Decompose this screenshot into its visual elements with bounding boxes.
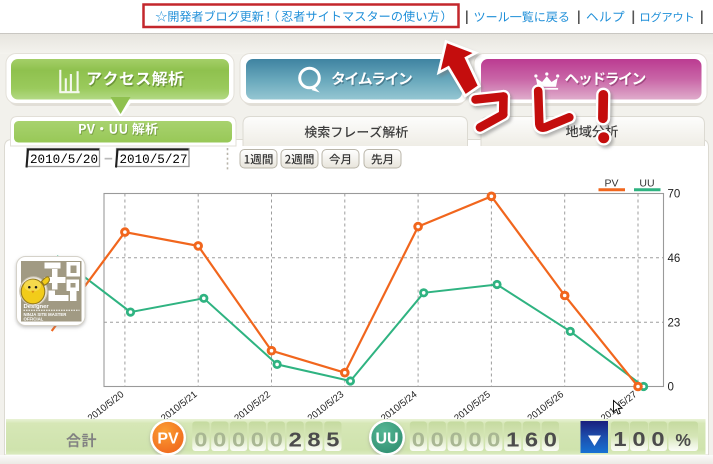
svg-text:0: 0 xyxy=(487,429,500,452)
svg-text:2010/5/20: 2010/5/20 xyxy=(30,153,98,167)
svg-text:0: 0 xyxy=(232,429,245,452)
svg-text:0: 0 xyxy=(270,429,283,452)
svg-text:0: 0 xyxy=(668,382,674,394)
svg-text:0: 0 xyxy=(251,429,264,452)
svg-text:PV: PV xyxy=(604,178,618,190)
svg-text:OFFICIAL: OFFICIAL xyxy=(24,317,44,322)
svg-text:%: % xyxy=(675,430,691,450)
svg-text:1: 1 xyxy=(506,429,519,452)
svg-text:0: 0 xyxy=(431,429,444,452)
svg-text:0: 0 xyxy=(450,429,463,452)
svg-text:70: 70 xyxy=(668,189,681,201)
svg-text:5: 5 xyxy=(326,429,339,452)
svg-text:2010/5/27: 2010/5/27 xyxy=(120,153,188,167)
svg-text:6: 6 xyxy=(525,429,538,452)
svg-text:2: 2 xyxy=(289,429,302,452)
svg-text:0: 0 xyxy=(468,429,481,452)
svg-text:NINJA SITE MASTER: NINJA SITE MASTER xyxy=(24,312,68,317)
svg-text:8: 8 xyxy=(307,429,320,452)
svg-text:0: 0 xyxy=(544,429,557,452)
svg-text:46: 46 xyxy=(668,253,681,265)
svg-text:Designer: Designer xyxy=(24,304,50,310)
svg-text:0: 0 xyxy=(194,429,207,452)
svg-text:0: 0 xyxy=(651,428,664,451)
svg-text:0: 0 xyxy=(213,429,226,452)
svg-text:UU: UU xyxy=(375,431,398,448)
svg-text:0: 0 xyxy=(412,429,425,452)
svg-text:0: 0 xyxy=(632,428,645,451)
svg-text:PV: PV xyxy=(157,431,179,448)
svg-text:23: 23 xyxy=(668,317,681,329)
svg-text:UU: UU xyxy=(639,178,654,190)
svg-text:1: 1 xyxy=(613,428,626,451)
